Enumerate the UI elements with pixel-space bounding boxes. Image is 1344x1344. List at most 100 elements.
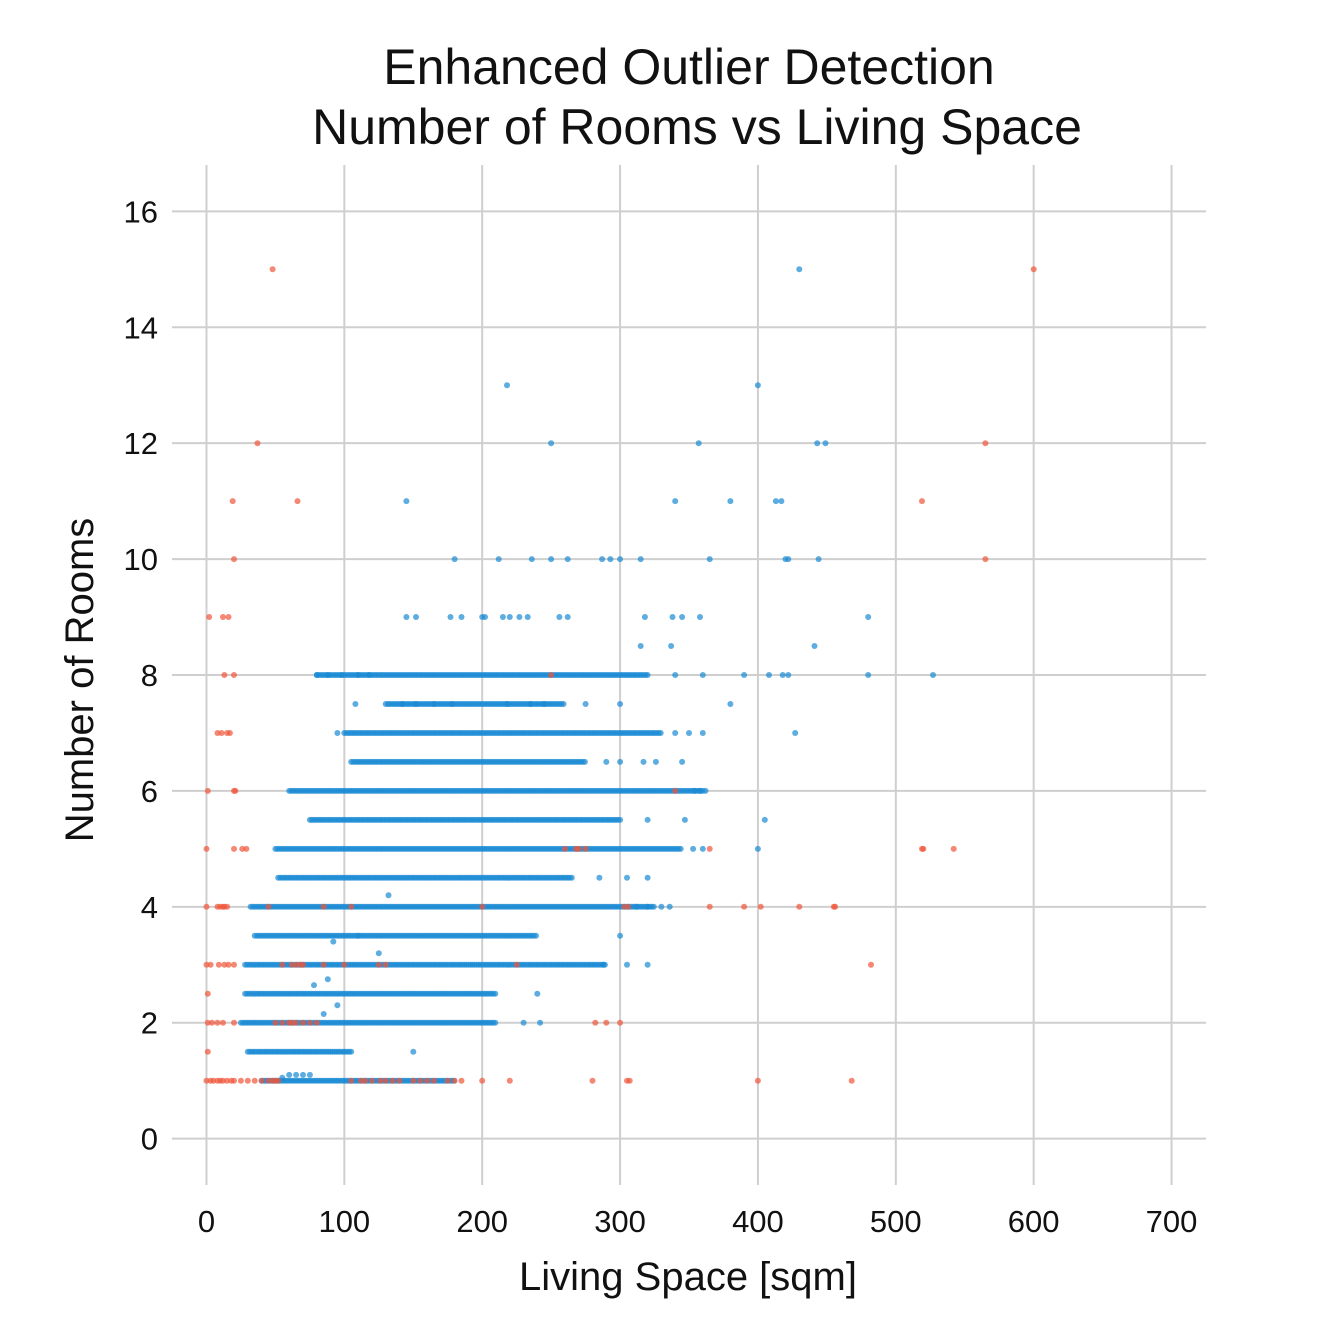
- chart-title-line-2: Number of Rooms vs Living Space: [312, 99, 1082, 155]
- outlier-point: [265, 903, 272, 910]
- outlier-point: [204, 1048, 211, 1055]
- outlier-point: [269, 266, 276, 273]
- inlier-point: [313, 672, 320, 678]
- inlier-point: [492, 990, 499, 997]
- outlier-point: [306, 1019, 313, 1026]
- inlier-point: [548, 440, 555, 447]
- inlier-point: [644, 874, 651, 881]
- outlier-point: [229, 498, 236, 505]
- inlier-point: [814, 440, 821, 447]
- inlier-point: [617, 932, 624, 939]
- inlier-point: [413, 701, 419, 707]
- inlier-point: [324, 976, 331, 983]
- outlier-point: [506, 1077, 513, 1084]
- inlier-point: [568, 874, 575, 881]
- outlier-point: [221, 961, 228, 968]
- inlier-point: [624, 874, 630, 881]
- inlier-point: [403, 614, 410, 620]
- y-tick-label: 12: [124, 426, 158, 461]
- y-tick-label: 6: [141, 774, 158, 809]
- outlier-point: [203, 1077, 210, 1084]
- inlier-point: [754, 382, 761, 389]
- outlier-point: [221, 672, 228, 678]
- inlier-point: [548, 556, 555, 563]
- outlier-point: [561, 845, 568, 852]
- inlier-point: [582, 701, 589, 707]
- outlier-point: [479, 903, 486, 910]
- inlier-point: [286, 1071, 293, 1078]
- inlier-point: [865, 614, 872, 620]
- outlier-point: [382, 961, 389, 968]
- outlier-point: [832, 903, 839, 910]
- outlier-point: [239, 845, 246, 852]
- inlier-point: [697, 787, 703, 794]
- y-tick-label: 8: [141, 658, 158, 693]
- inlier-point: [617, 556, 624, 563]
- outlier-point: [320, 961, 327, 968]
- inlier-point: [822, 440, 829, 447]
- outlier-point: [919, 498, 925, 505]
- outlier-point: [389, 1077, 396, 1084]
- inlier-point: [375, 950, 382, 957]
- outlier-point: [210, 1077, 217, 1084]
- outlier-point: [592, 1019, 599, 1026]
- inlier-point: [324, 672, 331, 678]
- outlier-point: [231, 1019, 237, 1026]
- inlier-point: [581, 758, 588, 765]
- inlier-point: [499, 614, 506, 620]
- outlier-point: [950, 845, 957, 852]
- inlier-point: [669, 614, 676, 620]
- outlier-point: [706, 845, 713, 852]
- outlier-point: [279, 961, 286, 968]
- outlier-point: [214, 730, 221, 736]
- inlier-point: [637, 643, 644, 649]
- outlier-point: [313, 1019, 320, 1026]
- inlier-point: [815, 556, 822, 563]
- inlier-point: [672, 498, 679, 505]
- inlier-point: [366, 672, 373, 678]
- outlier-point: [288, 961, 295, 968]
- outlier-point: [848, 1077, 855, 1084]
- inlier-point: [624, 961, 630, 968]
- inlier-point: [681, 816, 688, 823]
- outlier-point: [868, 961, 874, 968]
- inlier-point: [741, 672, 748, 678]
- inlier-point: [754, 845, 761, 852]
- tick-labels: 0 100 200 300 400 500 600 700 0 2 4 6 8 10 12 14 16: [124, 194, 1198, 1239]
- outlier-point: [254, 440, 261, 447]
- outlier-point: [1030, 266, 1037, 273]
- inlier-point: [410, 1048, 417, 1055]
- inlier-point: [504, 701, 510, 707]
- outlier-point: [982, 556, 989, 563]
- outlier-point: [300, 1019, 306, 1026]
- x-tick-label: 100: [318, 1204, 370, 1239]
- outlier-point: [231, 1077, 237, 1084]
- inlier-point: [533, 932, 539, 939]
- x-tick-label: 200: [456, 1204, 508, 1239]
- inlier-point: [447, 614, 454, 620]
- outlier-point: [204, 990, 211, 997]
- inlier-point: [644, 816, 651, 823]
- inlier-point: [600, 961, 607, 968]
- inlier-point: [617, 701, 624, 707]
- x-axis-label: Living Space [sqm]: [519, 1255, 857, 1299]
- inlier-point: [448, 701, 455, 707]
- inlier-point: [792, 730, 799, 736]
- outlier-point: [265, 1077, 272, 1084]
- inlier-point: [811, 643, 818, 649]
- inlier-point: [534, 990, 541, 997]
- inlier-point: [677, 845, 684, 852]
- outlier-point: [625, 903, 632, 910]
- inlier-point: [603, 758, 610, 765]
- inlier-point: [637, 556, 644, 563]
- inlier-point: [385, 892, 392, 899]
- outlier-point: [626, 1077, 633, 1084]
- outlier-point: [575, 845, 582, 852]
- inlier-point: [599, 556, 606, 563]
- outlier-point: [382, 1077, 389, 1084]
- outlier-point: [225, 961, 232, 968]
- inlier-point: [293, 1071, 300, 1078]
- outlier-point: [272, 1019, 279, 1026]
- chart-title-line-1: Enhanced Outlier Detection: [383, 39, 994, 95]
